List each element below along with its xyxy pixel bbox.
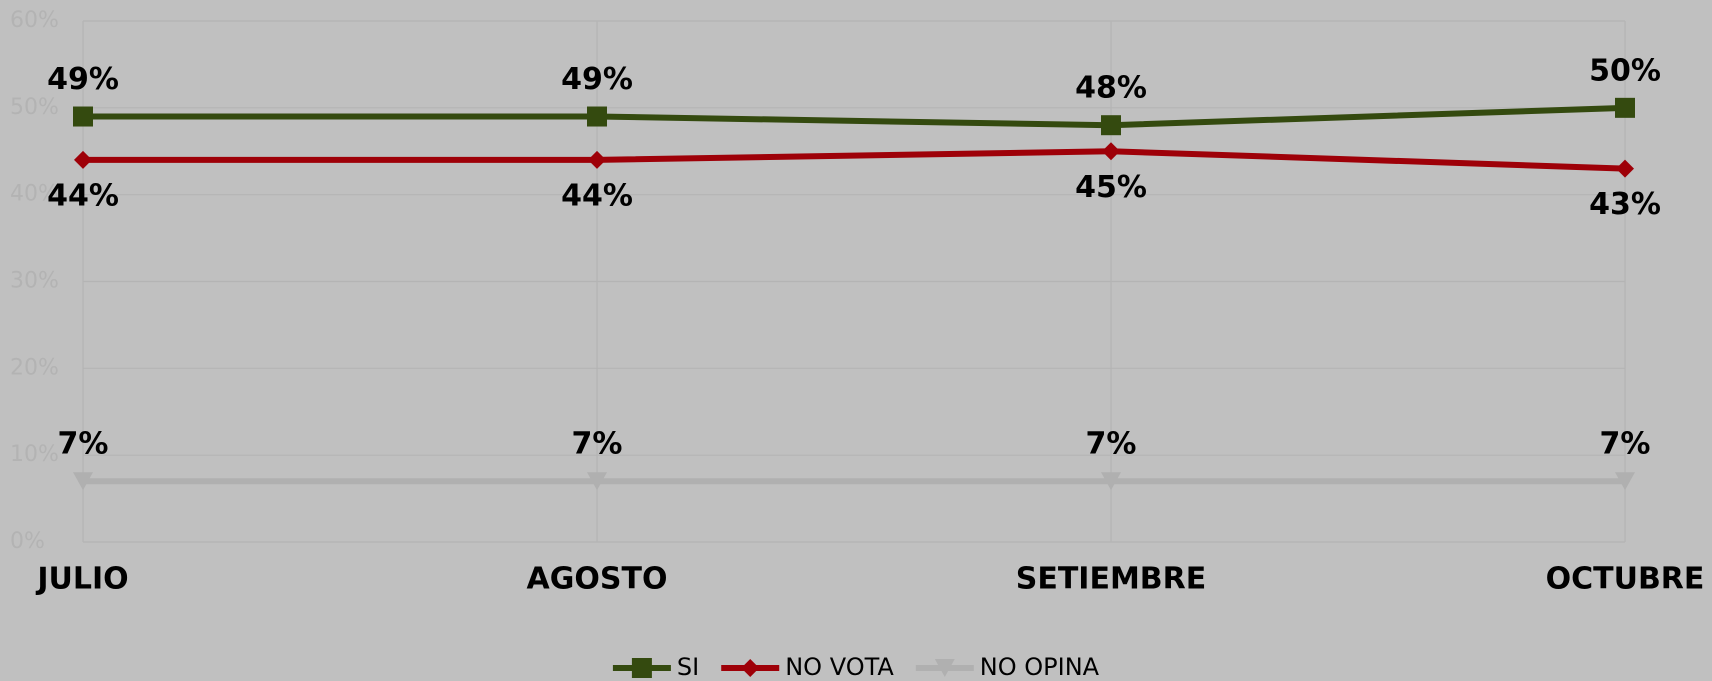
y-tick-label: 40% xyxy=(10,182,59,207)
y-tick-label: 30% xyxy=(10,269,59,294)
y-tick-label: 0% xyxy=(10,529,45,554)
legend-marker xyxy=(741,659,760,677)
data-label: 7% xyxy=(1086,427,1137,462)
x-tick-label: SETIEMBRE xyxy=(1016,562,1207,597)
x-tick-label: OCTUBRE xyxy=(1546,562,1705,597)
legend-label: NO OPINA xyxy=(980,653,1100,681)
data-label: 50% xyxy=(1589,53,1661,88)
series-line xyxy=(83,148,1626,172)
data-label: 49% xyxy=(561,62,633,97)
marker-diamond xyxy=(74,150,92,169)
data-label: 45% xyxy=(1075,170,1147,205)
x-tick-label: JULIO xyxy=(35,562,128,597)
y-tick-label: 60% xyxy=(10,8,59,33)
marker-triangle xyxy=(73,472,93,491)
data-label: 7% xyxy=(572,427,623,462)
legend-label: NO VOTA xyxy=(785,653,894,681)
data-label: 7% xyxy=(58,427,109,462)
legend-marker xyxy=(631,658,652,678)
series-line xyxy=(83,104,1626,129)
legend-label: SI xyxy=(677,653,699,681)
marker-diamond xyxy=(588,150,606,169)
marker-triangle xyxy=(1615,472,1635,491)
y-tick-label: 20% xyxy=(10,355,59,380)
marker-square xyxy=(73,106,93,127)
marker-square xyxy=(1101,115,1121,136)
data-label: 48% xyxy=(1075,71,1147,106)
data-label: 43% xyxy=(1589,187,1661,222)
legend: SI NO VOTA NO OPINA xyxy=(612,653,1100,681)
data-label: 44% xyxy=(47,178,119,213)
marker-square xyxy=(587,106,607,127)
marker-diamond xyxy=(1616,159,1634,178)
marker-triangle xyxy=(1101,472,1121,491)
marker-square xyxy=(1615,97,1635,118)
legend-marker xyxy=(934,659,955,677)
data-label: 49% xyxy=(47,62,119,97)
marker-triangle xyxy=(587,472,607,491)
x-tick-label: AGOSTO xyxy=(527,562,668,597)
y-tick-label: 50% xyxy=(10,95,59,120)
data-label: 7% xyxy=(1600,427,1651,462)
marker-diamond xyxy=(1102,142,1120,161)
data-label: 44% xyxy=(561,178,633,213)
y-tick-label: 10% xyxy=(10,442,59,467)
